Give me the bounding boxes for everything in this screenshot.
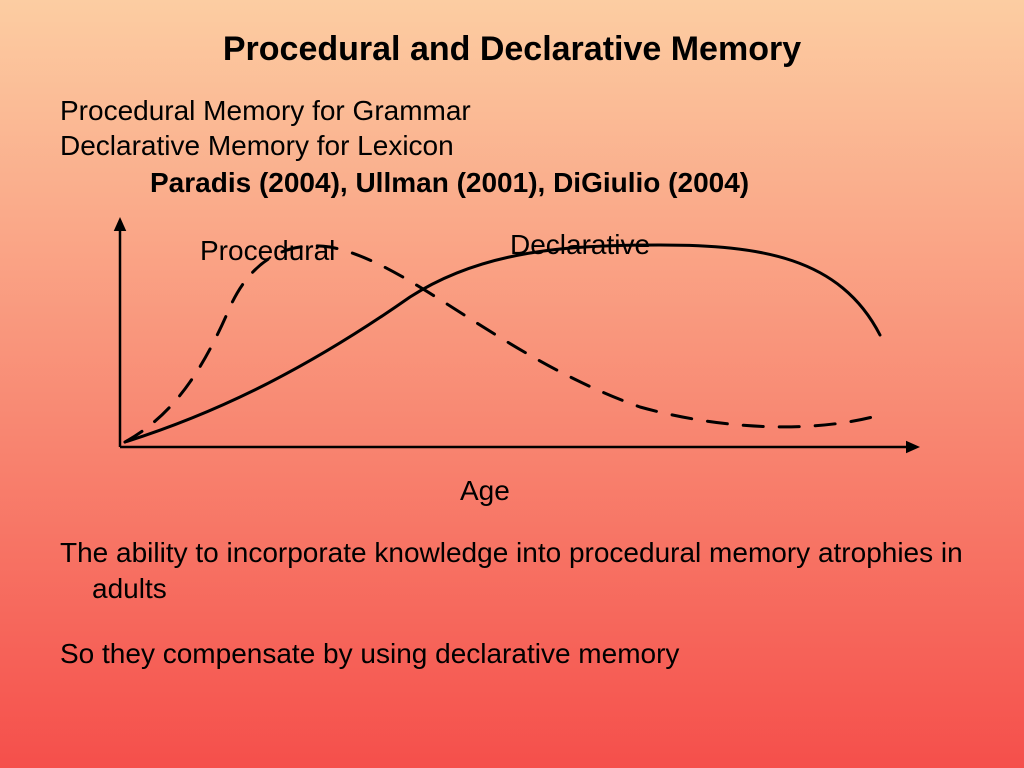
text-line-2: Declarative Memory for Lexicon (60, 128, 964, 163)
slide-title: Procedural and Declarative Memory (60, 30, 964, 69)
series-label-declarative: Declarative (510, 229, 650, 261)
x-axis-label: Age (460, 475, 510, 507)
text-line-1: Procedural Memory for Grammar (60, 93, 964, 128)
below-line-2: So they compensate by using declarative … (60, 636, 964, 672)
memory-chart: Procedural Declarative Age (80, 217, 920, 507)
citations: Paradis (2004), Ullman (2001), DiGiulio … (150, 167, 964, 199)
series-label-procedural: Procedural (200, 235, 335, 267)
below-line-1: The ability to incorporate knowledge int… (60, 535, 964, 608)
below-text-block: The ability to incorporate knowledge int… (60, 535, 964, 672)
slide: Procedural and Declarative Memory Proced… (0, 0, 1024, 768)
